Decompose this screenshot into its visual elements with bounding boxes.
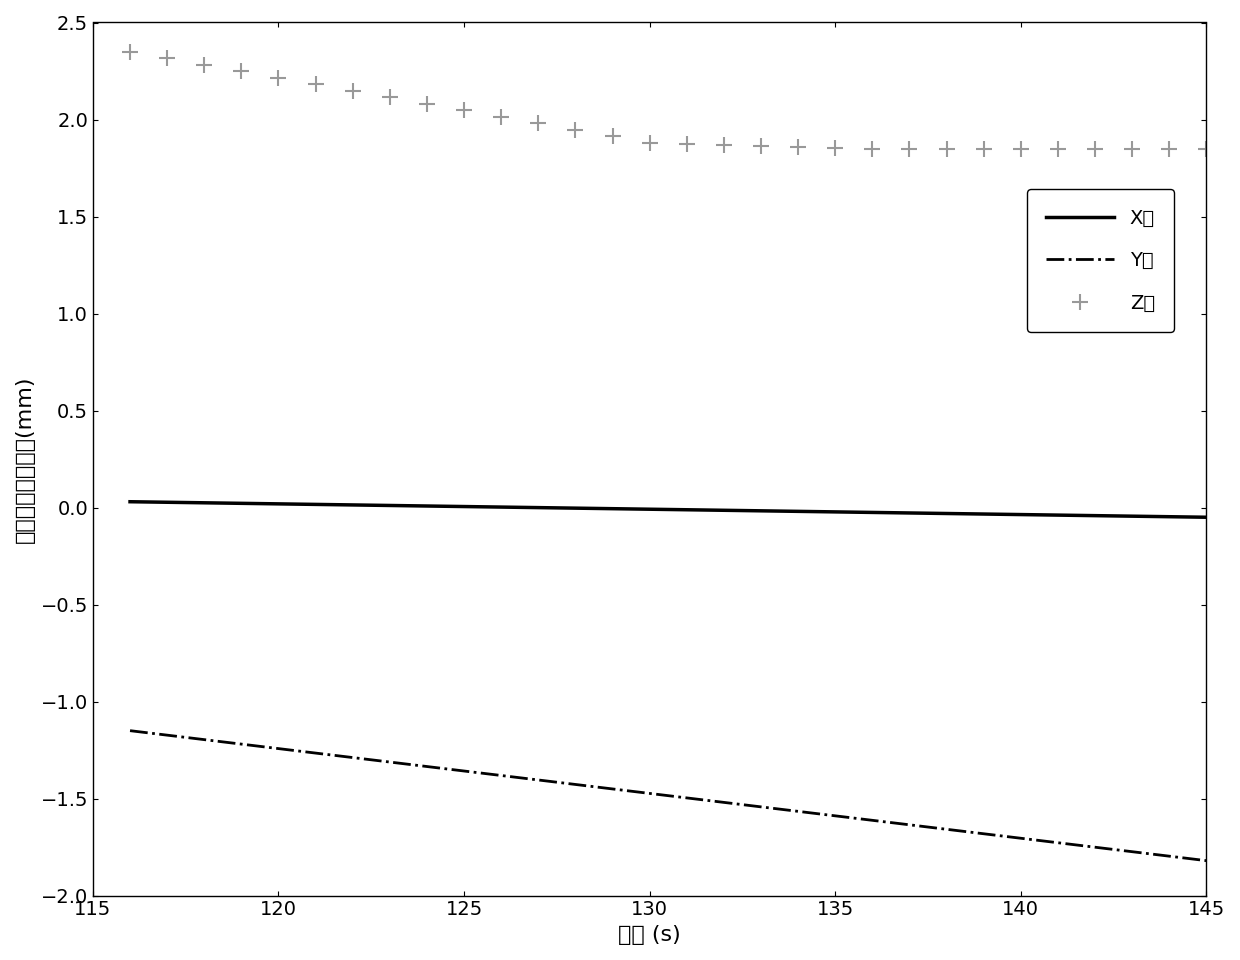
Line: Z轴: Z轴	[122, 43, 1215, 156]
X轴	[1199, 512, 1214, 523]
X轴	[764, 505, 779, 516]
Z轴	[123, 46, 138, 58]
X轴	[706, 504, 720, 516]
Z轴	[531, 117, 546, 129]
Z轴	[939, 143, 954, 155]
Z轴	[1050, 143, 1065, 155]
Y轴	[634, 786, 649, 798]
Z轴	[754, 140, 769, 152]
Z轴	[197, 59, 212, 70]
Z轴	[717, 139, 732, 151]
X轴	[1004, 509, 1019, 520]
Z轴	[1087, 143, 1102, 155]
Y轴	[1173, 852, 1188, 863]
Z轴	[901, 143, 916, 155]
X轴	[1173, 511, 1188, 522]
Z轴	[605, 131, 620, 142]
Line: X轴: X轴	[130, 502, 1207, 517]
Z轴	[234, 65, 249, 77]
Line: Y轴: Y轴	[130, 731, 1207, 861]
Z轴	[419, 98, 434, 109]
Y轴	[123, 725, 138, 736]
Z轴	[456, 105, 471, 116]
Z轴	[791, 141, 806, 153]
Y-axis label: 三轴位置误差曲线(mm): 三轴位置误差曲线(mm)	[15, 375, 35, 542]
Z轴	[494, 111, 508, 123]
Z轴	[864, 143, 879, 155]
Y轴	[764, 803, 779, 814]
Y轴	[706, 795, 720, 806]
Legend: X轴, Y轴, Z轴: X轴, Y轴, Z轴	[1027, 189, 1174, 332]
X轴	[640, 503, 655, 515]
Z轴	[1162, 143, 1177, 155]
X轴	[123, 496, 138, 508]
X-axis label: 时间 (s): 时间 (s)	[619, 925, 681, 945]
Z轴	[345, 84, 360, 96]
Z轴	[382, 91, 397, 103]
X轴	[634, 503, 649, 515]
Z轴	[1199, 143, 1214, 155]
Y轴	[1199, 855, 1214, 867]
Z轴	[309, 79, 324, 90]
Z轴	[680, 138, 694, 150]
Z轴	[568, 124, 583, 135]
Y轴	[1004, 831, 1019, 843]
Z轴	[976, 143, 991, 155]
Z轴	[160, 53, 175, 64]
Z轴	[1013, 143, 1028, 155]
Z轴	[828, 142, 843, 154]
Z轴	[642, 137, 657, 149]
Y轴	[640, 787, 655, 799]
Z轴	[272, 72, 286, 84]
Z轴	[1125, 143, 1140, 155]
